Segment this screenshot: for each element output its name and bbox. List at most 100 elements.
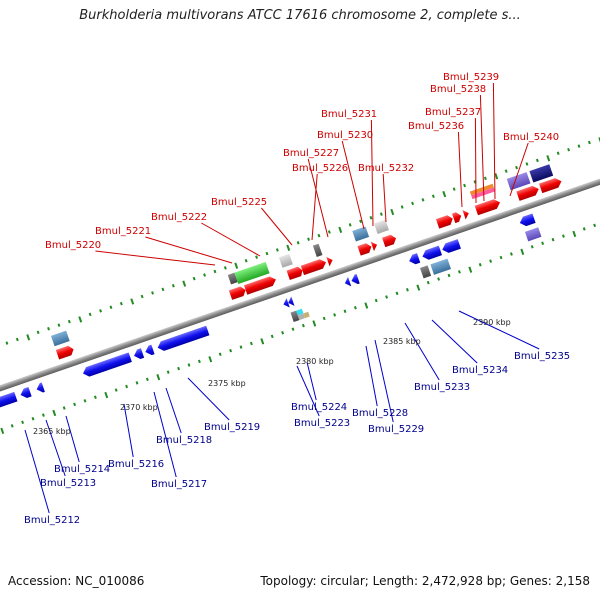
- gene-label-top[interactable]: Bmul_5237: [425, 107, 481, 118]
- tick-mark: [156, 373, 161, 381]
- tick-marks: [0, 137, 600, 435]
- gene-label-bottom[interactable]: Bmul_5235: [514, 351, 570, 362]
- gene-arrow-fwd[interactable]: [539, 176, 563, 194]
- gene-label-bottom[interactable]: Bmul_5213: [40, 478, 96, 489]
- gene-label-top[interactable]: Bmul_5225: [211, 197, 267, 208]
- gene-arrow-rev[interactable]: [408, 253, 421, 266]
- gene-box-cyan[interactable]: [296, 308, 304, 316]
- gene-arrow-fwd[interactable]: [474, 198, 502, 216]
- gene-label-bottom[interactable]: Bmul_5234: [452, 365, 508, 376]
- gene-box-steel[interactable]: [430, 258, 452, 275]
- gene-label-top[interactable]: Bmul_5232: [358, 163, 414, 174]
- leader-line: [123, 403, 134, 458]
- gene-label-top[interactable]: Bmul_5236: [408, 121, 464, 132]
- gene-label-bottom[interactable]: Bmul_5229: [368, 424, 424, 435]
- gene-label-top[interactable]: Bmul_5230: [317, 130, 373, 141]
- gene-label-top[interactable]: Bmul_5220: [45, 240, 101, 251]
- leader-line: [296, 365, 320, 417]
- gene-label-top[interactable]: Bmul_5227: [283, 148, 339, 159]
- gene-box-navy[interactable]: [529, 164, 554, 183]
- gene-arrow-fwd[interactable]: [462, 208, 470, 220]
- gene-arrow-fwd[interactable]: [382, 233, 398, 248]
- tick-mark: [67, 319, 71, 324]
- gene-arrow-rev[interactable]: [282, 298, 290, 309]
- gene-box-grey[interactable]: [278, 253, 293, 268]
- gene-box-dark[interactable]: [420, 265, 432, 279]
- tick-mark: [499, 255, 503, 260]
- gene-arrow-rev[interactable]: [81, 352, 132, 378]
- gene-arrow-fwd[interactable]: [516, 184, 540, 201]
- gene-arrow-rev[interactable]: [441, 239, 461, 254]
- tick-mark: [322, 316, 326, 321]
- gene-arrow-fwd[interactable]: [370, 240, 379, 252]
- gene-label-top[interactable]: Bmul_5221: [95, 226, 151, 237]
- gene-arrow-fwd[interactable]: [55, 344, 75, 360]
- gene-arrow-fwd[interactable]: [357, 242, 373, 256]
- gene-arrow-rev[interactable]: [421, 245, 443, 262]
- gene-box-dark[interactable]: [290, 310, 300, 323]
- gene-label-bottom[interactable]: Bmul_5223: [294, 418, 350, 429]
- tick-mark: [135, 381, 139, 385]
- gene-box[interactable]: [50, 330, 70, 347]
- gene-arrow-rev[interactable]: [144, 344, 155, 357]
- gene-arrow-fwd[interactable]: [300, 258, 328, 276]
- gene-arrow-rev[interactable]: [132, 348, 145, 360]
- gene-box-steel[interactable]: [352, 226, 370, 242]
- gene-arrow-rev[interactable]: [287, 296, 295, 307]
- gene-label-bottom[interactable]: Bmul_5214: [54, 464, 110, 475]
- tick-mark: [166, 370, 170, 374]
- gene-arrow-rev[interactable]: [350, 274, 360, 286]
- gene-arrow-rev[interactable]: [0, 391, 18, 413]
- scale-label: 2375 kbp: [208, 379, 246, 388]
- gene-arrow-fwd[interactable]: [228, 285, 247, 300]
- gene-label-bottom[interactable]: Bmul_5228: [352, 408, 408, 419]
- scale-label: 2385 kbp: [383, 337, 421, 346]
- gene-label-bottom[interactable]: Bmul_5216: [108, 459, 164, 470]
- tick-mark: [177, 366, 181, 371]
- gene-label-bottom[interactable]: Bmul_5217: [151, 479, 207, 490]
- gene-arrow-fwd[interactable]: [244, 275, 278, 295]
- gene-arrow-rev[interactable]: [156, 325, 210, 353]
- gene-label-top[interactable]: Bmul_5231: [321, 109, 377, 120]
- gene-label-top[interactable]: Bmul_5222: [151, 212, 207, 223]
- gene-arrow-fwd[interactable]: [286, 266, 304, 281]
- gene-arrow-rev[interactable]: [343, 276, 352, 288]
- tick-mark: [437, 277, 441, 281]
- gene-label-bottom[interactable]: Bmul_5219: [204, 422, 260, 433]
- gene-arrow-rev[interactable]: [19, 386, 32, 400]
- gene-arrow-fwd[interactable]: [452, 211, 463, 224]
- tick-mark: [223, 266, 227, 270]
- gene-label-bottom[interactable]: Bmul_5233: [414, 382, 470, 393]
- gene-box-pink[interactable]: [471, 187, 496, 200]
- leader-line: [307, 158, 329, 238]
- tick-mark: [561, 234, 565, 238]
- gene-box-dark[interactable]: [312, 243, 323, 258]
- gene-label-top[interactable]: Bmul_5240: [503, 132, 559, 143]
- gene-box-purple[interactable]: [506, 172, 531, 191]
- gene-label-top[interactable]: Bmul_5226: [292, 163, 348, 174]
- leader-line: [45, 419, 66, 477]
- gene-label-top[interactable]: Bmul_5238: [430, 84, 486, 95]
- gene-box-grey[interactable]: [297, 313, 306, 321]
- gene-box-tan[interactable]: [303, 311, 310, 319]
- tick-mark: [93, 395, 97, 399]
- gene-label-bottom[interactable]: Bmul_5218: [156, 435, 212, 446]
- gene-box-navy[interactable]: [524, 227, 542, 242]
- tick-mark: [504, 169, 508, 173]
- gene-arrow-fwd[interactable]: [435, 214, 454, 229]
- tick-mark: [255, 255, 258, 259]
- gene-box-green[interactable]: [234, 261, 270, 285]
- tick-mark: [520, 248, 525, 255]
- gene-arrow-rev[interactable]: [35, 382, 45, 394]
- gene-arrow-rev[interactable]: [518, 213, 536, 227]
- chromosome-backbone: [0, 172, 600, 398]
- gene-label-bottom[interactable]: Bmul_5224: [291, 402, 347, 413]
- gene-label-bottom[interactable]: Bmul_5212: [24, 515, 80, 526]
- tick-mark: [239, 345, 243, 349]
- gene-box-dark[interactable]: [227, 272, 238, 285]
- gene-label-top[interactable]: Bmul_5239: [443, 72, 499, 83]
- tick-mark: [275, 248, 279, 252]
- gene-arrow-fwd[interactable]: [326, 255, 334, 267]
- gene-box-grey[interactable]: [374, 219, 389, 234]
